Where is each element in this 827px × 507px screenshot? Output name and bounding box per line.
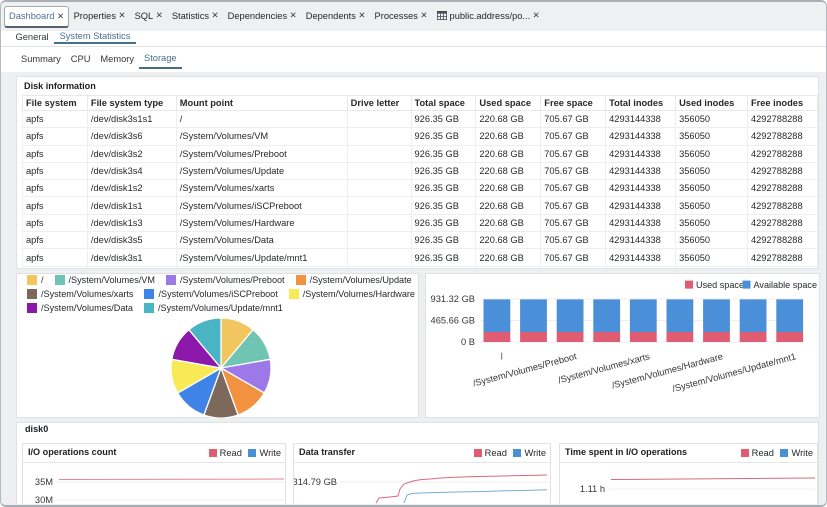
svg-text:/: /	[499, 351, 504, 361]
svg-text:Available space: Available space	[754, 280, 818, 290]
svg-text:931.32 GB: 931.32 GB	[431, 294, 475, 304]
svg-text:465.66 GB: 465.66 GB	[431, 316, 475, 326]
svg-text:314.79 GB: 314.79 GB	[294, 477, 337, 487]
svg-text:/System/Volumes/Update/mnt1: /System/Volumes/Update/mnt1	[671, 351, 797, 394]
svg-text:0 B: 0 B	[461, 337, 475, 347]
svg-text:1.11 h: 1.11 h	[580, 484, 605, 494]
svg-text:35M: 35M	[35, 477, 53, 487]
svg-text:30M: 30M	[35, 495, 53, 505]
svg-text:Used space: Used space	[696, 280, 744, 290]
